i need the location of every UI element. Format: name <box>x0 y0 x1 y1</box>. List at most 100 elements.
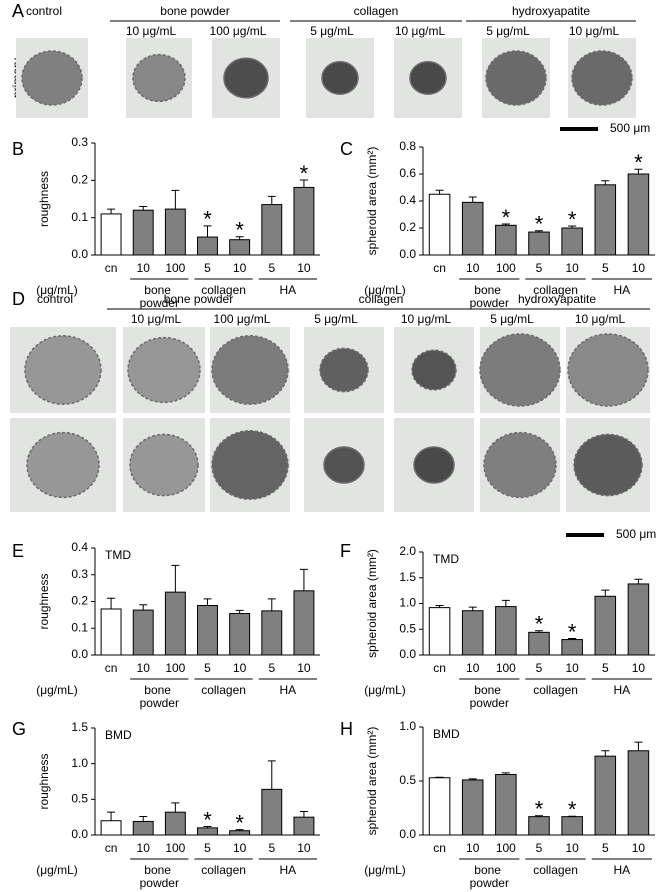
spheroid <box>413 446 455 484</box>
x-tick-label: 10 <box>466 661 480 675</box>
x-tick-label: 10 <box>632 661 646 675</box>
x-tick-label: 10 <box>632 841 646 855</box>
spheroid <box>485 50 547 106</box>
unit-label: (μg/mL) <box>364 683 406 697</box>
spheroid <box>567 333 649 407</box>
error-bar <box>107 811 116 821</box>
error-bar <box>601 589 610 597</box>
bar <box>561 227 583 256</box>
y-axis-label: spheroid area (mm²) <box>365 549 379 658</box>
x-tick-label: cn <box>105 841 118 855</box>
y-tick-label: 0.4 <box>71 540 88 554</box>
bar <box>594 595 617 656</box>
error-bar <box>267 760 276 790</box>
significance-mark: * <box>502 205 511 230</box>
y-tick-label: 1.0 <box>399 596 416 610</box>
spheroid <box>571 50 633 106</box>
error-bar <box>299 568 308 591</box>
error-bar <box>139 604 148 611</box>
x-tick-label: 5 <box>536 841 543 855</box>
y-tick-label: 0.8 <box>399 139 416 153</box>
error-bar <box>535 230 543 233</box>
error-bar <box>107 208 116 214</box>
group-label: bone powder <box>160 4 229 18</box>
error-bar <box>501 223 510 226</box>
x-tick-label: cn <box>105 661 118 675</box>
error-bar <box>601 750 610 757</box>
error-bar <box>203 825 212 828</box>
bar <box>594 184 617 256</box>
x-tick-label: 5 <box>268 661 275 675</box>
group-label: HA <box>280 683 297 697</box>
y-tick-label: 0.1 <box>71 620 88 634</box>
y-tick-label: 0.0 <box>71 647 88 661</box>
spheroid <box>323 446 365 484</box>
bar <box>261 204 283 256</box>
x-tick-label: 5 <box>536 261 543 275</box>
y-tick-label: 0.0 <box>71 827 88 841</box>
bar <box>100 608 122 656</box>
spheroid <box>483 431 557 499</box>
significance-mark: * <box>634 150 643 175</box>
bar <box>132 209 154 256</box>
dose-label: 100 μg/mL <box>210 24 267 38</box>
unit-label: (μg/mL) <box>364 283 406 297</box>
error-bar <box>568 638 577 640</box>
y-axis-label: roughness <box>37 171 51 227</box>
subtitle: BMD <box>433 727 460 741</box>
panel-letter: H <box>340 719 353 739</box>
dose-label: 100 μg/mL <box>214 312 271 326</box>
group-label: bone powder <box>140 283 179 310</box>
error-bar <box>634 578 643 584</box>
x-tick-label: 10 <box>137 261 151 275</box>
error-bar <box>139 815 148 822</box>
column-label: control <box>37 292 73 306</box>
significance-mark: * <box>203 207 212 232</box>
y-axis-label: roughness <box>37 573 51 629</box>
spheroid <box>21 50 83 106</box>
y-tick-label: 0.0 <box>399 647 416 661</box>
x-tick-label: 5 <box>268 261 275 275</box>
group-label: collagen <box>354 4 399 18</box>
error-bar <box>634 741 643 751</box>
panel-letter: F <box>340 541 351 561</box>
x-tick-label: 10 <box>297 661 311 675</box>
bar <box>495 774 517 836</box>
bar <box>293 186 315 256</box>
error-bar <box>235 236 244 240</box>
error-bar <box>568 225 577 228</box>
spheroid <box>129 433 199 497</box>
error-bar <box>171 802 180 813</box>
spheroid <box>573 433 643 497</box>
x-tick-label: 5 <box>602 261 609 275</box>
dose-label: 10 μg/mL <box>131 312 182 326</box>
error-bar <box>203 225 212 238</box>
group-label: bone powder <box>470 683 509 710</box>
significance-mark: * <box>235 218 244 243</box>
y-tick-label: 0.5 <box>71 792 88 806</box>
y-tick-label: 1.0 <box>399 719 416 733</box>
error-bar <box>235 609 244 614</box>
y-tick-label: 1.5 <box>399 570 416 584</box>
y-axis-label: roughness <box>37 753 51 809</box>
scale-bar-label: 500 μm <box>616 527 656 541</box>
x-tick-label: 100 <box>496 841 516 855</box>
error-bar <box>535 630 543 633</box>
bar <box>594 755 617 836</box>
spheroid <box>479 333 561 407</box>
bar <box>164 208 186 256</box>
dose-label: 10 μg/mL <box>401 312 452 326</box>
x-tick-label: 100 <box>496 661 516 675</box>
error-bar <box>235 829 244 831</box>
spheroid <box>24 335 102 405</box>
bar <box>197 605 218 656</box>
x-tick-label: 5 <box>602 841 609 855</box>
x-tick-label: cn <box>105 261 118 275</box>
dose-label: 10 μg/mL <box>395 24 446 38</box>
bar <box>132 609 154 656</box>
unit-label: (μg/mL) <box>364 863 406 877</box>
spheroid <box>319 347 369 393</box>
bar <box>164 811 186 836</box>
bar <box>428 193 451 256</box>
x-tick-label: 10 <box>233 841 247 855</box>
